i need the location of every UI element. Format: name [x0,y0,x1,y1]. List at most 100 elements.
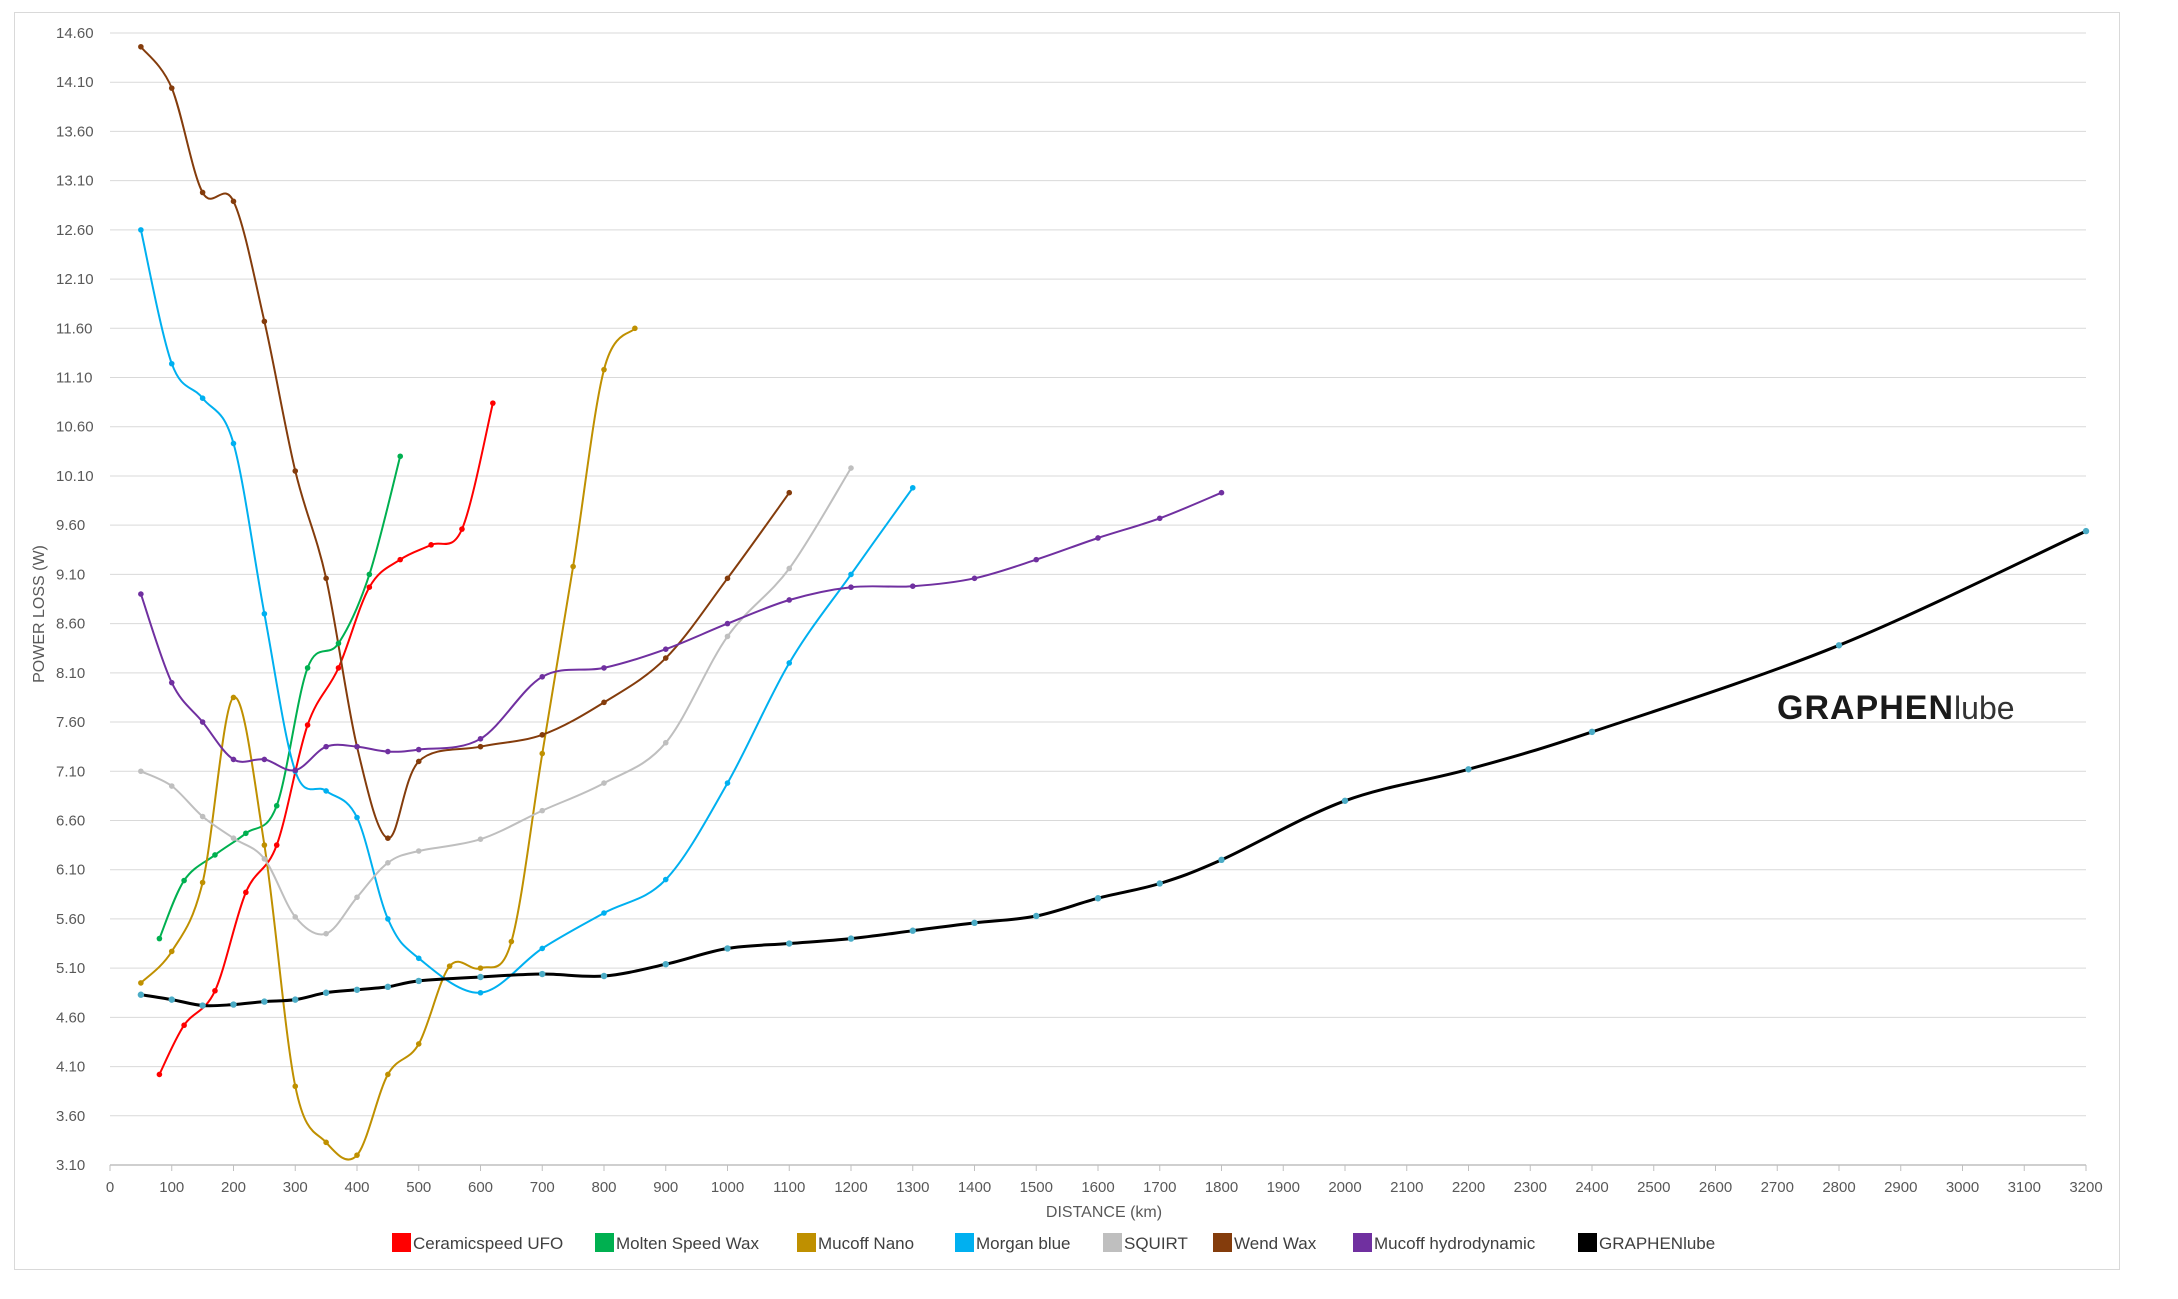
data-point-graphenlube [1835,642,1843,649]
data-point-wend-wax [539,732,546,738]
y-tick-label: 14.60 [56,25,94,42]
legend-swatch-ceramicspeed-ufo [392,1233,411,1252]
data-point-mucoff-nano [138,980,144,986]
legend-label-mucoff-nano: Mucoff Nano [818,1234,914,1253]
data-point-squirt [662,739,669,746]
x-tick-label: 400 [344,1179,369,1196]
data-point-ceramicspeed-ufo [490,400,496,406]
y-tick-label: 7.10 [56,763,85,780]
data-point-morgan-blue [539,945,546,952]
watermark-bold-text: GRAPHEN [1777,689,1954,727]
x-tick-label: 1100 [773,1179,805,1196]
x-tick-label: 1300 [896,1179,929,1196]
x-tick-label: 600 [468,1179,493,1196]
data-point-squirt [292,914,299,920]
data-point-mucoff-hydrodynamic [261,756,268,763]
data-point-mucoff-nano [168,948,175,955]
data-point-graphenlube [847,935,855,942]
data-point-morgan-blue [261,610,268,617]
x-tick-label: 1700 [1143,1179,1176,1196]
data-points [137,43,2090,1158]
x-tick-label: 1500 [1020,1179,1053,1196]
data-point-molten-speed-wax [212,852,218,858]
data-point-mucoff-hydrodynamic [786,597,793,603]
data-point-mucoff-hydrodynamic [323,743,329,750]
data-point-mucoff-hydrodynamic [1218,489,1225,496]
data-point-mucoff-nano [230,694,237,701]
y-tick-label: 9.10 [56,566,85,583]
x-tick-label: 1800 [1205,1179,1238,1196]
data-point-ceramicspeed-ufo [304,722,311,728]
data-point-graphenlube [724,945,731,952]
data-point-graphenlube [539,970,546,978]
y-tick-label: 12.10 [56,271,94,288]
data-point-squirt [415,848,422,854]
y-axis-title: POWER LOSS (W) [31,545,48,683]
x-tick-label: 2500 [1637,1179,1670,1196]
chart-frame [14,12,2120,1270]
y-tick-label: 11.60 [56,320,92,337]
data-point-mucoff-hydrodynamic [168,679,175,686]
data-point-graphenlube [1465,766,1472,773]
x-tick-label: 800 [591,1179,616,1196]
watermark-light-text: lube [1954,690,2015,726]
legend-swatch-wend-wax [1213,1233,1232,1252]
data-point-wend-wax [601,699,607,706]
x-axis-title: DISTANCE (km) [1046,1204,1162,1221]
data-point-mucoff-nano [323,1139,329,1146]
data-point-morgan-blue [415,955,422,962]
y-tick-label: 7.60 [56,714,85,731]
data-point-squirt [230,835,237,841]
series-line-morgan-blue [139,229,914,994]
y-tick-label: 5.10 [56,960,85,977]
legend-swatch-mucoff-nano [797,1233,816,1252]
x-tick-label: 2800 [1822,1179,1855,1196]
y-tick-label: 6.60 [56,812,85,829]
data-point-molten-speed-wax [366,571,373,578]
y-tick-label: 13.60 [56,123,94,140]
data-point-graphenlube [384,983,392,991]
data-point-wend-wax [230,198,237,205]
y-tick-label: 8.10 [56,665,85,682]
data-point-morgan-blue [323,788,329,794]
legend-label-graphenlube: GRAPHENlube [1599,1234,1715,1253]
data-point-ceramicspeed-ufo [428,542,434,548]
data-point-wend-wax [138,43,144,50]
series-line-squirt [140,467,852,936]
data-point-mucoff-nano [477,965,484,971]
data-point-ceramicspeed-ufo [212,987,218,994]
legend: Ceramicspeed UFO Molten Speed Wax Mucoff N… [392,1233,1715,1253]
data-point-squirt [601,780,607,786]
data-point-mucoff-hydrodynamic [477,735,484,742]
series-line-wend-wax [140,46,791,840]
data-point-morgan-blue [199,395,206,401]
x-tick-label: 500 [406,1179,431,1196]
data-point-wend-wax [292,468,299,474]
data-point-molten-speed-wax [273,802,280,809]
data-point-ceramicspeed-ufo [335,665,342,671]
legend-swatch-morgan-blue [955,1233,974,1252]
data-point-graphenlube [1218,856,1225,864]
data-point-squirt [138,768,144,775]
x-tick-label: 700 [530,1179,555,1196]
data-point-mucoff-hydrodynamic [971,575,978,582]
series-line-mucoff-hydrodynamic [139,491,1222,772]
data-point-graphenlube [261,998,268,1005]
x-tick-label: 1000 [711,1179,744,1196]
data-point-mucoff-hydrodynamic [230,756,237,763]
data-point-mucoff-hydrodynamic [385,748,391,755]
y-tick-label: 4.10 [56,1059,85,1076]
y-tick-label: 10.60 [56,419,94,436]
legend-label-molten-speed-wax: Molten Speed Wax [616,1234,759,1253]
data-point-wend-wax [261,318,268,325]
data-point-graphenlube [786,940,793,947]
graphenlube-watermark: GRAPHENlube [1777,689,2015,727]
data-point-squirt [261,856,268,862]
data-point-graphenlube [168,996,175,1003]
data-point-wend-wax [724,575,731,582]
data-point-morgan-blue [848,571,854,578]
data-point-morgan-blue [354,814,360,821]
data-point-wend-wax [786,489,793,496]
x-tick-label: 2400 [1575,1179,1608,1196]
x-tick-label: 1400 [958,1179,991,1196]
